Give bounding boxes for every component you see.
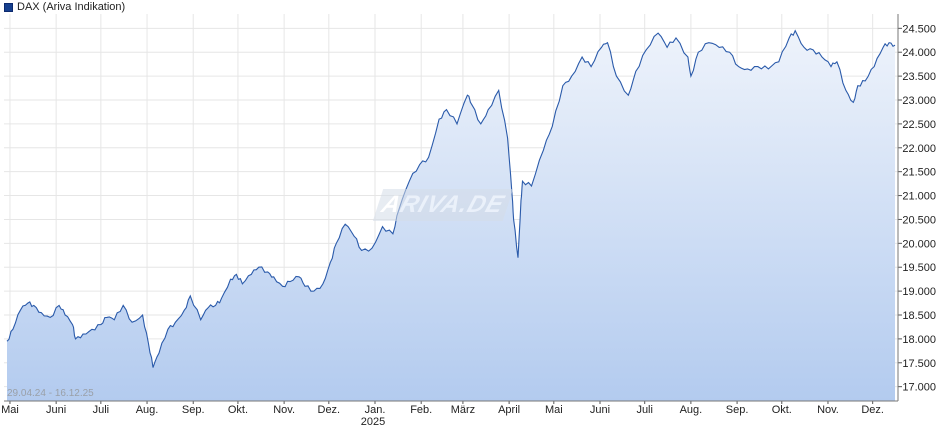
x-axis-ticks: Mai Juni Juli Aug. Sep. Okt. Nov. Dez. Jan. Feb. M…: [1, 400, 898, 416]
y-tick-label: 21.000: [902, 191, 936, 203]
x-tick-label: Nov.: [817, 404, 839, 416]
x-tick-label: Okt.: [228, 404, 248, 416]
x-tick-label: März: [451, 404, 475, 416]
y-tick-label: 19.500: [902, 262, 936, 274]
price-line: [6, 29, 896, 368]
x-year-label: 2025: [361, 416, 385, 428]
x-tick-label: Mai: [545, 404, 563, 416]
legend: DAX (Ariva Indikation): [4, 1, 125, 13]
y-tick-label: 20.500: [902, 214, 936, 226]
watermark-text: ARIVA.DE: [378, 191, 509, 218]
y-tick-label: 19.000: [902, 286, 936, 298]
x-tick-label: Dez.: [861, 404, 884, 416]
y-tick-label: 18.500: [902, 310, 936, 322]
y-tick-label: 24.000: [902, 47, 936, 59]
x-tick-label: Nov.: [273, 404, 295, 416]
y-tick-label: 21.500: [902, 167, 936, 179]
date-range-label: 29.04.24 - 16.12.25: [7, 388, 94, 399]
x-tick-label: Aug.: [680, 404, 703, 416]
legend-label: DAX (Ariva Indikation): [17, 1, 126, 13]
y-tick-label: 18.000: [902, 334, 936, 346]
x-tick-label: Juli: [636, 404, 653, 416]
y-tick-label: 23.000: [902, 95, 936, 107]
x-tick-label: Juni: [46, 404, 66, 416]
legend-swatch: [4, 2, 13, 12]
y-tick-label: 22.000: [902, 143, 936, 155]
watermark-logo: ARIVA.DE: [372, 189, 514, 221]
y-tick-label: 20.000: [902, 238, 936, 250]
x-tick-label: Okt.: [772, 404, 792, 416]
y-tick-label: 17.000: [902, 382, 936, 394]
y-tick-label: 24.500: [902, 23, 936, 35]
x-tick-label: Feb.: [410, 404, 432, 416]
x-tick-label: Dez.: [318, 404, 341, 416]
x-tick-label: Jan.: [365, 404, 386, 416]
x-tick-label: Juni: [590, 404, 610, 416]
y-tick-label: 23.500: [902, 71, 936, 83]
y-axis-ticks: 17.000 17.500 18.000 18.500 19.000 19.500 20.0…: [897, 14, 936, 401]
y-tick-label: 22.500: [902, 119, 936, 131]
x-tick-label: Juli: [93, 404, 110, 416]
x-tick-label: April: [498, 404, 520, 416]
x-tick-label: Sep.: [726, 404, 749, 416]
x-tick-label: Aug.: [136, 404, 159, 416]
x-tick-label: Sep.: [182, 404, 205, 416]
x-tick-label: Mai: [1, 404, 19, 416]
y-tick-label: 17.500: [902, 358, 936, 370]
